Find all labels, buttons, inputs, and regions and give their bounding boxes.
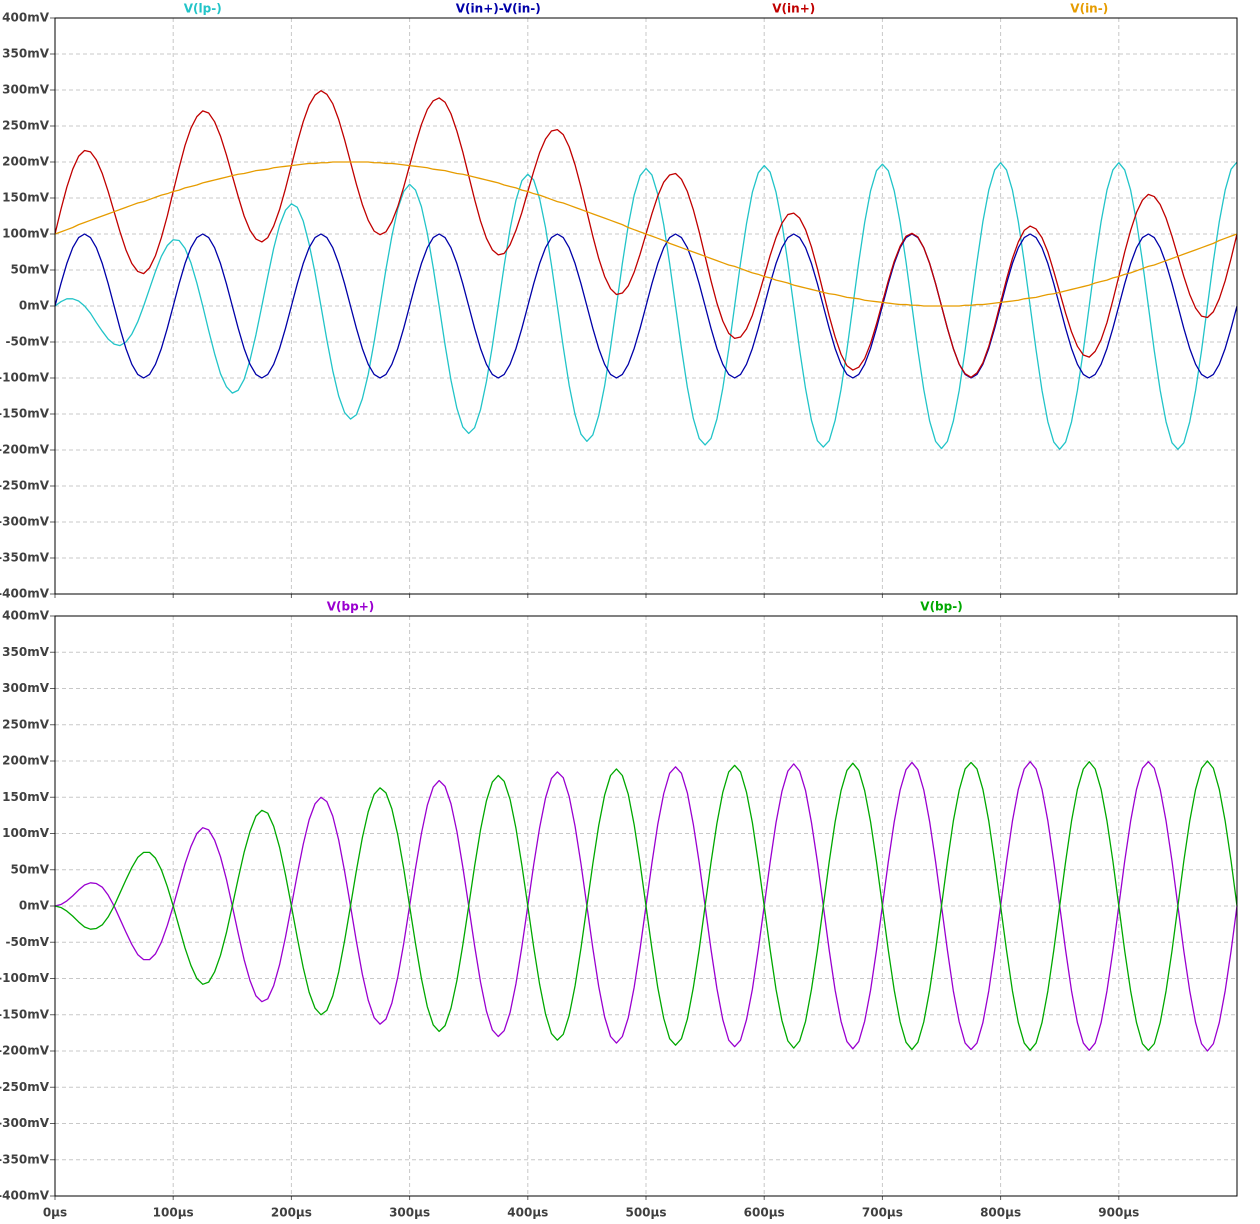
y-tick-label: 250mV <box>2 119 50 133</box>
y-tick-label: -100mV <box>0 371 50 385</box>
x-tick-label: 800µs <box>980 1206 1021 1220</box>
y-tick-label: -400mV <box>0 1189 50 1203</box>
y-tick-label: 100mV <box>2 227 50 241</box>
y-tick-label: 100mV <box>2 826 50 840</box>
y-tick-label: 300mV <box>2 681 50 695</box>
x-tick-label: 400µs <box>507 1206 548 1220</box>
legend-label: V(in-) <box>1070 2 1108 16</box>
y-tick-label: 0mV <box>19 899 50 913</box>
y-tick-label: -300mV <box>0 515 50 529</box>
plot-frame <box>54 615 1238 1197</box>
y-tick-label: -200mV <box>0 1044 50 1058</box>
y-tick-label: 250mV <box>2 717 50 731</box>
plot-frame <box>54 17 1238 595</box>
y-tick-label: -100mV <box>0 971 50 985</box>
y-tick-label: -400mV <box>0 587 50 601</box>
y-tick-label: -150mV <box>0 407 50 421</box>
legend-label: V(lp-) <box>184 2 222 16</box>
y-tick-label: -250mV <box>0 1080 50 1094</box>
y-tick-label: 0mV <box>19 299 50 313</box>
x-tick-label: 200µs <box>271 1206 312 1220</box>
x-tick-label: 0µs <box>43 1206 67 1220</box>
x-tick-label: 900µs <box>1098 1206 1139 1220</box>
legend-label: V(in+)-V(in-) <box>456 2 541 16</box>
y-tick-label: -200mV <box>0 443 50 457</box>
y-tick-label: -250mV <box>0 479 50 493</box>
trace <box>54 161 1238 307</box>
y-tick-label: 400mV <box>2 11 50 25</box>
legend-label: V(in+) <box>772 2 815 16</box>
y-tick-label: 350mV <box>2 47 50 61</box>
y-tick-label: 150mV <box>2 191 50 205</box>
x-tick-label: 100µs <box>153 1206 194 1220</box>
y-tick-label: 50mV <box>11 862 50 876</box>
y-tick-label: 350mV <box>2 645 50 659</box>
y-tick-label: 150mV <box>2 790 50 804</box>
y-tick-label: 300mV <box>2 83 50 97</box>
y-tick-label: -350mV <box>0 551 50 565</box>
legend-label: V(bp+) <box>327 600 375 614</box>
x-tick-label: 300µs <box>389 1206 430 1220</box>
x-tick-label: 500µs <box>625 1206 666 1220</box>
y-tick-label: 200mV <box>2 155 50 169</box>
trace <box>54 760 1238 1051</box>
y-tick-label: -300mV <box>0 1116 50 1130</box>
x-tick-label: 600µs <box>744 1206 785 1220</box>
y-tick-label: 400mV <box>2 609 50 623</box>
y-tick-label: -150mV <box>0 1007 50 1021</box>
y-tick-label: 200mV <box>2 754 50 768</box>
x-tick-label: 700µs <box>862 1206 903 1220</box>
y-tick-label: 50mV <box>11 263 50 277</box>
y-tick-label: -350mV <box>0 1152 50 1166</box>
y-tick-label: -50mV <box>6 935 50 949</box>
trace <box>54 233 1238 379</box>
legend-label: V(bp-) <box>920 600 962 614</box>
y-tick-label: -50mV <box>6 335 50 349</box>
trace <box>54 161 1238 450</box>
